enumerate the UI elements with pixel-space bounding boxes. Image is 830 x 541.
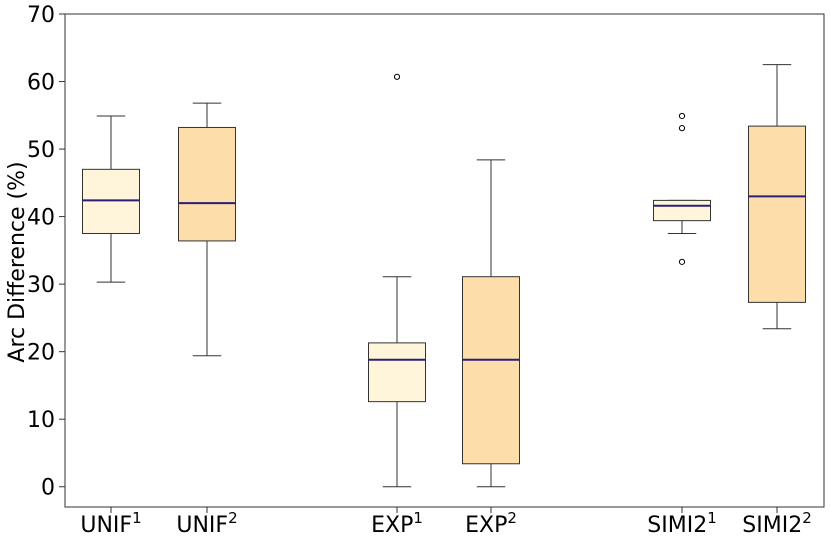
- y-tick-label: 20: [27, 341, 55, 366]
- box: [462, 276, 520, 465]
- x-tick-label: UNIF1: [80, 509, 141, 538]
- y-axis-title: Arc Difference (%): [5, 161, 30, 362]
- x-tick-label: SIMI21: [647, 509, 716, 538]
- outlier-point: [678, 112, 686, 120]
- plot-frame: [64, 13, 825, 508]
- y-tick-label: 60: [27, 71, 55, 96]
- y-tick-label: 10: [27, 408, 55, 433]
- outlier-point: [678, 258, 686, 265]
- x-tick-label: EXP1: [371, 509, 423, 538]
- x-tick-label: EXP2: [465, 509, 517, 538]
- y-tick-label: 40: [27, 206, 55, 231]
- y-tick-label: 50: [27, 138, 55, 163]
- outlier-point: [393, 73, 401, 80]
- x-tick-label: SIMI22: [742, 509, 811, 538]
- box: [368, 342, 426, 403]
- y-tick-label: 70: [27, 3, 55, 28]
- box: [653, 199, 711, 222]
- outlier-point: [678, 125, 686, 132]
- box: [178, 126, 236, 242]
- y-tick-label: 0: [41, 476, 55, 501]
- plot-area: 0 10 20 30 40 50 60 70 UNIF1 UNIF2 EXP1 EXP2 SIMI21 S…: [27, 3, 825, 538]
- y-tick-label: 30: [27, 273, 55, 298]
- box: [82, 168, 140, 234]
- box: [748, 125, 806, 303]
- x-tick-label: UNIF2: [176, 509, 237, 538]
